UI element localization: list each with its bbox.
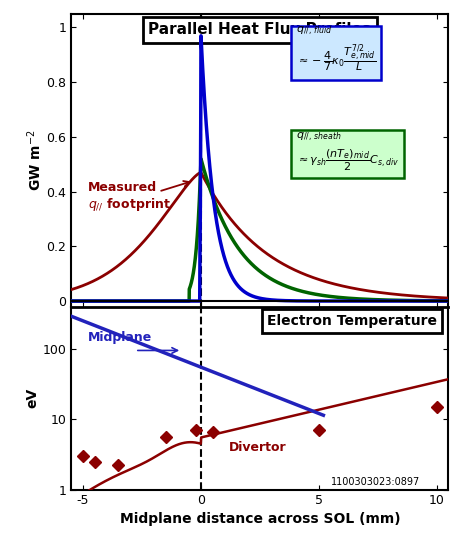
Text: Midplane: Midplane	[88, 331, 152, 344]
Text: 1100303023:0897: 1100303023:0897	[330, 478, 419, 487]
X-axis label: Midplane distance across SOL (mm): Midplane distance across SOL (mm)	[119, 511, 399, 526]
Text: Divertor: Divertor	[229, 441, 286, 455]
Y-axis label: eV: eV	[26, 388, 39, 408]
Text: Measured
$q_{//}$ footprint: Measured $q_{//}$ footprint	[88, 181, 170, 213]
Text: Parallel Heat Flux Profiles: Parallel Heat Flux Profiles	[148, 22, 370, 37]
Text: $q_{//, \, fluid}$
$\approx -\dfrac{4}{7}\kappa_0 \dfrac{T_{e,mid}^{7/2}}{L}$: $q_{//, \, fluid}$ $\approx -\dfrac{4}{7…	[295, 25, 375, 75]
Text: Electron Temperature: Electron Temperature	[267, 314, 436, 328]
Text: $q_{//, \, sheath}$
$\approx \gamma_{sh}\dfrac{(nT_e)_{mid}}{2}C_{s,div}$: $q_{//, \, sheath}$ $\approx \gamma_{sh}…	[295, 131, 398, 173]
Y-axis label: GW m$^{-2}$: GW m$^{-2}$	[25, 129, 44, 191]
